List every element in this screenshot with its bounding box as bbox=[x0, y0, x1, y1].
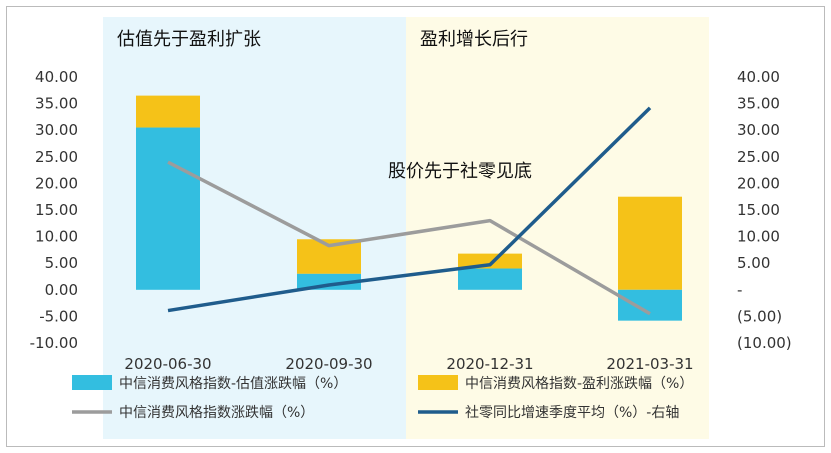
left-tick-label: 10.00 bbox=[35, 228, 78, 246]
band-left-label: 估值先于盈利扩张 bbox=[117, 29, 261, 50]
right-tick-label: 5.00 bbox=[737, 254, 770, 272]
left-tick-label: 20.00 bbox=[35, 174, 78, 192]
category-label: 2020-12-31 bbox=[446, 355, 533, 373]
middle-annotation: 股价先于社零见底 bbox=[388, 161, 532, 182]
retail-sales-line bbox=[167, 106, 652, 313]
legend-label-index: 中信消费风格指数涨跌幅（%） bbox=[119, 405, 314, 421]
right-tick-label: (5.00) bbox=[737, 307, 782, 325]
index-line bbox=[167, 160, 651, 316]
legend-swatch-valuation bbox=[72, 375, 112, 390]
category-label: 2020-06-30 bbox=[124, 355, 211, 373]
bar-valuation bbox=[458, 268, 522, 290]
left-tick-label: -10.00 bbox=[30, 334, 78, 352]
right-tick-label: 35.00 bbox=[737, 95, 780, 113]
legend: 中信消费风格指数-估值涨跌幅（%） 中信消费风格指数-盈利涨跌幅（%） 中信消费风格… bbox=[72, 375, 693, 421]
bar-valuation bbox=[136, 127, 200, 290]
right-tick-label: - bbox=[737, 281, 742, 299]
legend-label-valuation: 中信消费风格指数-估值涨跌幅（%） bbox=[119, 376, 347, 392]
legend-label-retail: 社零同比增速季度平均（%）-右轴 bbox=[465, 405, 679, 421]
left-tick-label: 5.00 bbox=[45, 254, 78, 272]
bar-layer bbox=[136, 95, 682, 321]
right-tick-label: 25.00 bbox=[737, 148, 780, 166]
left-tick-label: -5.00 bbox=[39, 307, 78, 325]
category-label: 2021-03-31 bbox=[606, 355, 693, 373]
bar-valuation bbox=[618, 289, 682, 321]
right-tick-label: 20.00 bbox=[737, 174, 780, 192]
left-tick-label: 15.00 bbox=[35, 201, 78, 219]
left-axis: 40.00 35.00 30.00 25.00 20.00 15.00 10.00 5.00 0… bbox=[30, 68, 78, 352]
left-tick-label: 25.00 bbox=[35, 148, 78, 166]
left-tick-label: 40.00 bbox=[35, 68, 78, 86]
right-axis: 40.00 35.00 30.00 25.00 20.00 15.00 10.00 5.00 -… bbox=[737, 68, 792, 352]
category-axis: 2020-06-30 2020-09-30 2020-12-31 2021-03-31 bbox=[124, 355, 693, 373]
bar-profit bbox=[618, 196, 682, 290]
left-tick-label: 30.00 bbox=[35, 121, 78, 139]
band-right-label: 盈利增长后行 bbox=[420, 29, 528, 50]
right-tick-label: 30.00 bbox=[737, 121, 780, 139]
legend-swatch-profit bbox=[418, 375, 458, 390]
right-tick-label: 10.00 bbox=[737, 228, 780, 246]
left-tick-label: 0.00 bbox=[45, 281, 78, 299]
left-tick-label: 35.00 bbox=[35, 95, 78, 113]
bar-profit bbox=[458, 253, 522, 269]
category-label: 2020-09-30 bbox=[285, 355, 372, 373]
right-tick-label: 40.00 bbox=[737, 68, 780, 86]
legend-label-profit: 中信消费风格指数-盈利涨跌幅（%） bbox=[465, 376, 693, 392]
line-layer bbox=[167, 106, 652, 316]
right-tick-label: 15.00 bbox=[737, 201, 780, 219]
bar-profit bbox=[136, 95, 200, 128]
right-tick-label: (10.00) bbox=[737, 334, 792, 352]
